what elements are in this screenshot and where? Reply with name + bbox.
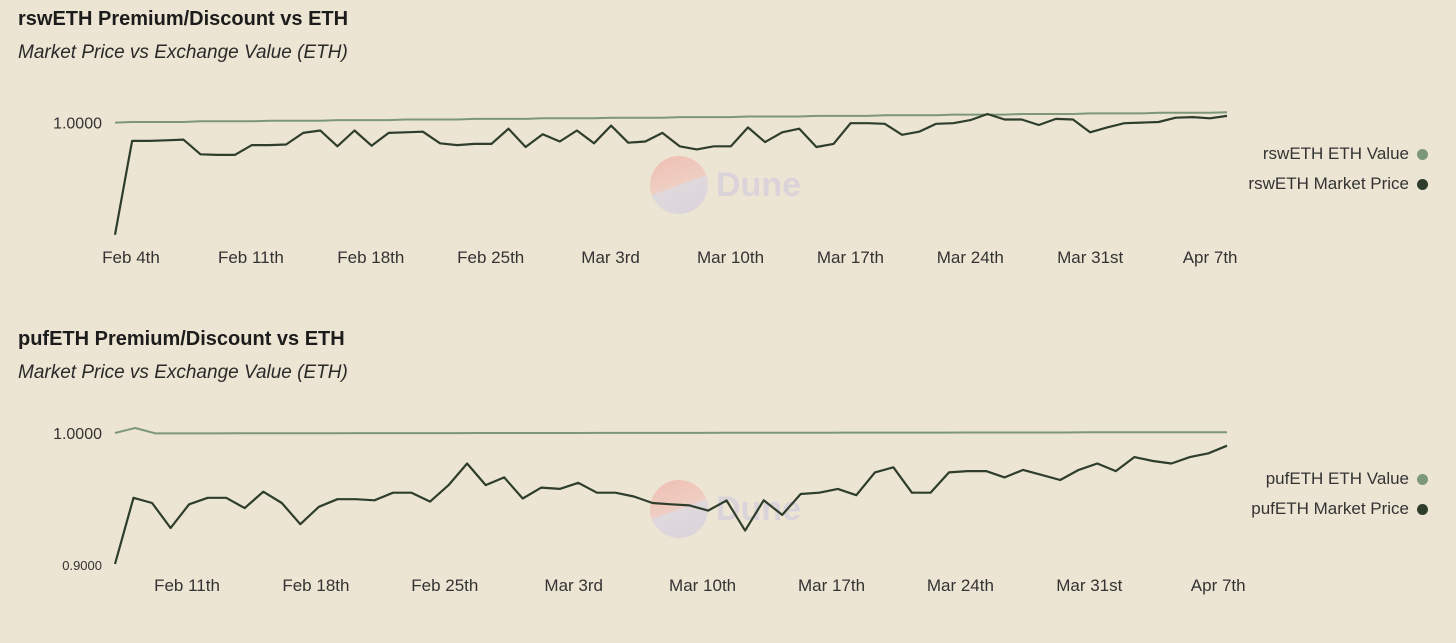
x-tick-label: Apr 7th bbox=[1183, 248, 1238, 267]
legend-item-rsweth-market-price[interactable]: rswETH Market Price bbox=[1248, 169, 1428, 199]
rsweth-legend: rswETH ETH Value rswETH Market Price bbox=[1248, 139, 1428, 199]
series-line-rsweth-market-price[interactable] bbox=[113, 112, 1228, 235]
chart-subtitle: Market Price vs Exchange Value (ETH) bbox=[18, 362, 348, 383]
chart-subtitle: Market Price vs Exchange Value (ETH) bbox=[18, 42, 348, 63]
legend-item-pufeth-market-price[interactable]: pufETH Market Price bbox=[1251, 494, 1428, 524]
legend-item-rsweth-eth-value[interactable]: rswETH ETH Value bbox=[1248, 139, 1428, 169]
x-tick-label: Mar 31st bbox=[1056, 576, 1122, 595]
x-tick-label: Feb 25th bbox=[457, 248, 524, 267]
legend-dot-icon bbox=[1417, 473, 1428, 485]
y-tick-label: 1.0000 bbox=[53, 426, 102, 443]
x-tick-label: Mar 31st bbox=[1057, 248, 1123, 267]
legend-label: pufETH Market Price bbox=[1251, 499, 1409, 518]
pufeth-legend: pufETH ETH Value pufETH Market Price bbox=[1251, 464, 1428, 524]
chart-title: rswETH Premium/Discount vs ETH bbox=[18, 8, 349, 30]
x-tick-label: Mar 24th bbox=[937, 248, 1004, 267]
series-line-pufeth-market-price[interactable] bbox=[113, 444, 1228, 565]
x-tick-label: Apr 7th bbox=[1191, 576, 1246, 595]
series-line-pufeth-eth-value[interactable] bbox=[114, 427, 1227, 435]
y-tick-label: 1.0000 bbox=[53, 116, 102, 133]
x-tick-label: Mar 10th bbox=[697, 248, 764, 267]
x-tick-label: Feb 18th bbox=[337, 248, 404, 267]
legend-dot-icon bbox=[1417, 178, 1428, 190]
x-tick-label: Feb 11th bbox=[218, 248, 284, 267]
legend-dot-icon bbox=[1417, 503, 1428, 515]
legend-label: rswETH ETH Value bbox=[1262, 144, 1409, 163]
chart-title: pufETH Premium/Discount vs ETH bbox=[18, 328, 345, 350]
y-tick-label: 0.9000 bbox=[62, 558, 102, 573]
pufeth-chart-panel: pufETH Premium/Discount vs ETH Market Pr… bbox=[0, 320, 1456, 643]
legend-label: pufETH ETH Value bbox=[1265, 469, 1409, 488]
x-tick-label: Feb 11th bbox=[154, 576, 220, 595]
rsweth-plot: 1.0000 Feb 4th Feb 11th Feb 18th Feb 25th Mar… bbox=[53, 111, 1238, 267]
x-tick-label: Feb 4th bbox=[102, 248, 160, 267]
x-tick-label: Mar 24th bbox=[927, 576, 994, 595]
x-tick-label: Mar 10th bbox=[669, 576, 736, 595]
x-tick-label: Mar 17th bbox=[798, 576, 865, 595]
rsweth-chart-panel: rswETH Premium/Discount vs ETH Market Pr… bbox=[0, 0, 1456, 310]
pufeth-plot: 1.0000 0.9000 Feb 11th Feb 18th Feb 25th Mar … bbox=[53, 426, 1246, 595]
x-tick-label: Mar 3rd bbox=[544, 576, 603, 595]
x-tick-label: Mar 3rd bbox=[581, 248, 640, 267]
x-tick-label: Feb 25th bbox=[411, 576, 478, 595]
legend-dot-icon bbox=[1417, 148, 1428, 160]
series-line-rsweth-eth-value[interactable] bbox=[114, 111, 1228, 124]
legend-item-pufeth-eth-value[interactable]: pufETH ETH Value bbox=[1251, 464, 1428, 494]
x-tick-label: Feb 18th bbox=[282, 576, 349, 595]
x-tick-label: Mar 17th bbox=[817, 248, 884, 267]
legend-label: rswETH Market Price bbox=[1248, 174, 1409, 193]
